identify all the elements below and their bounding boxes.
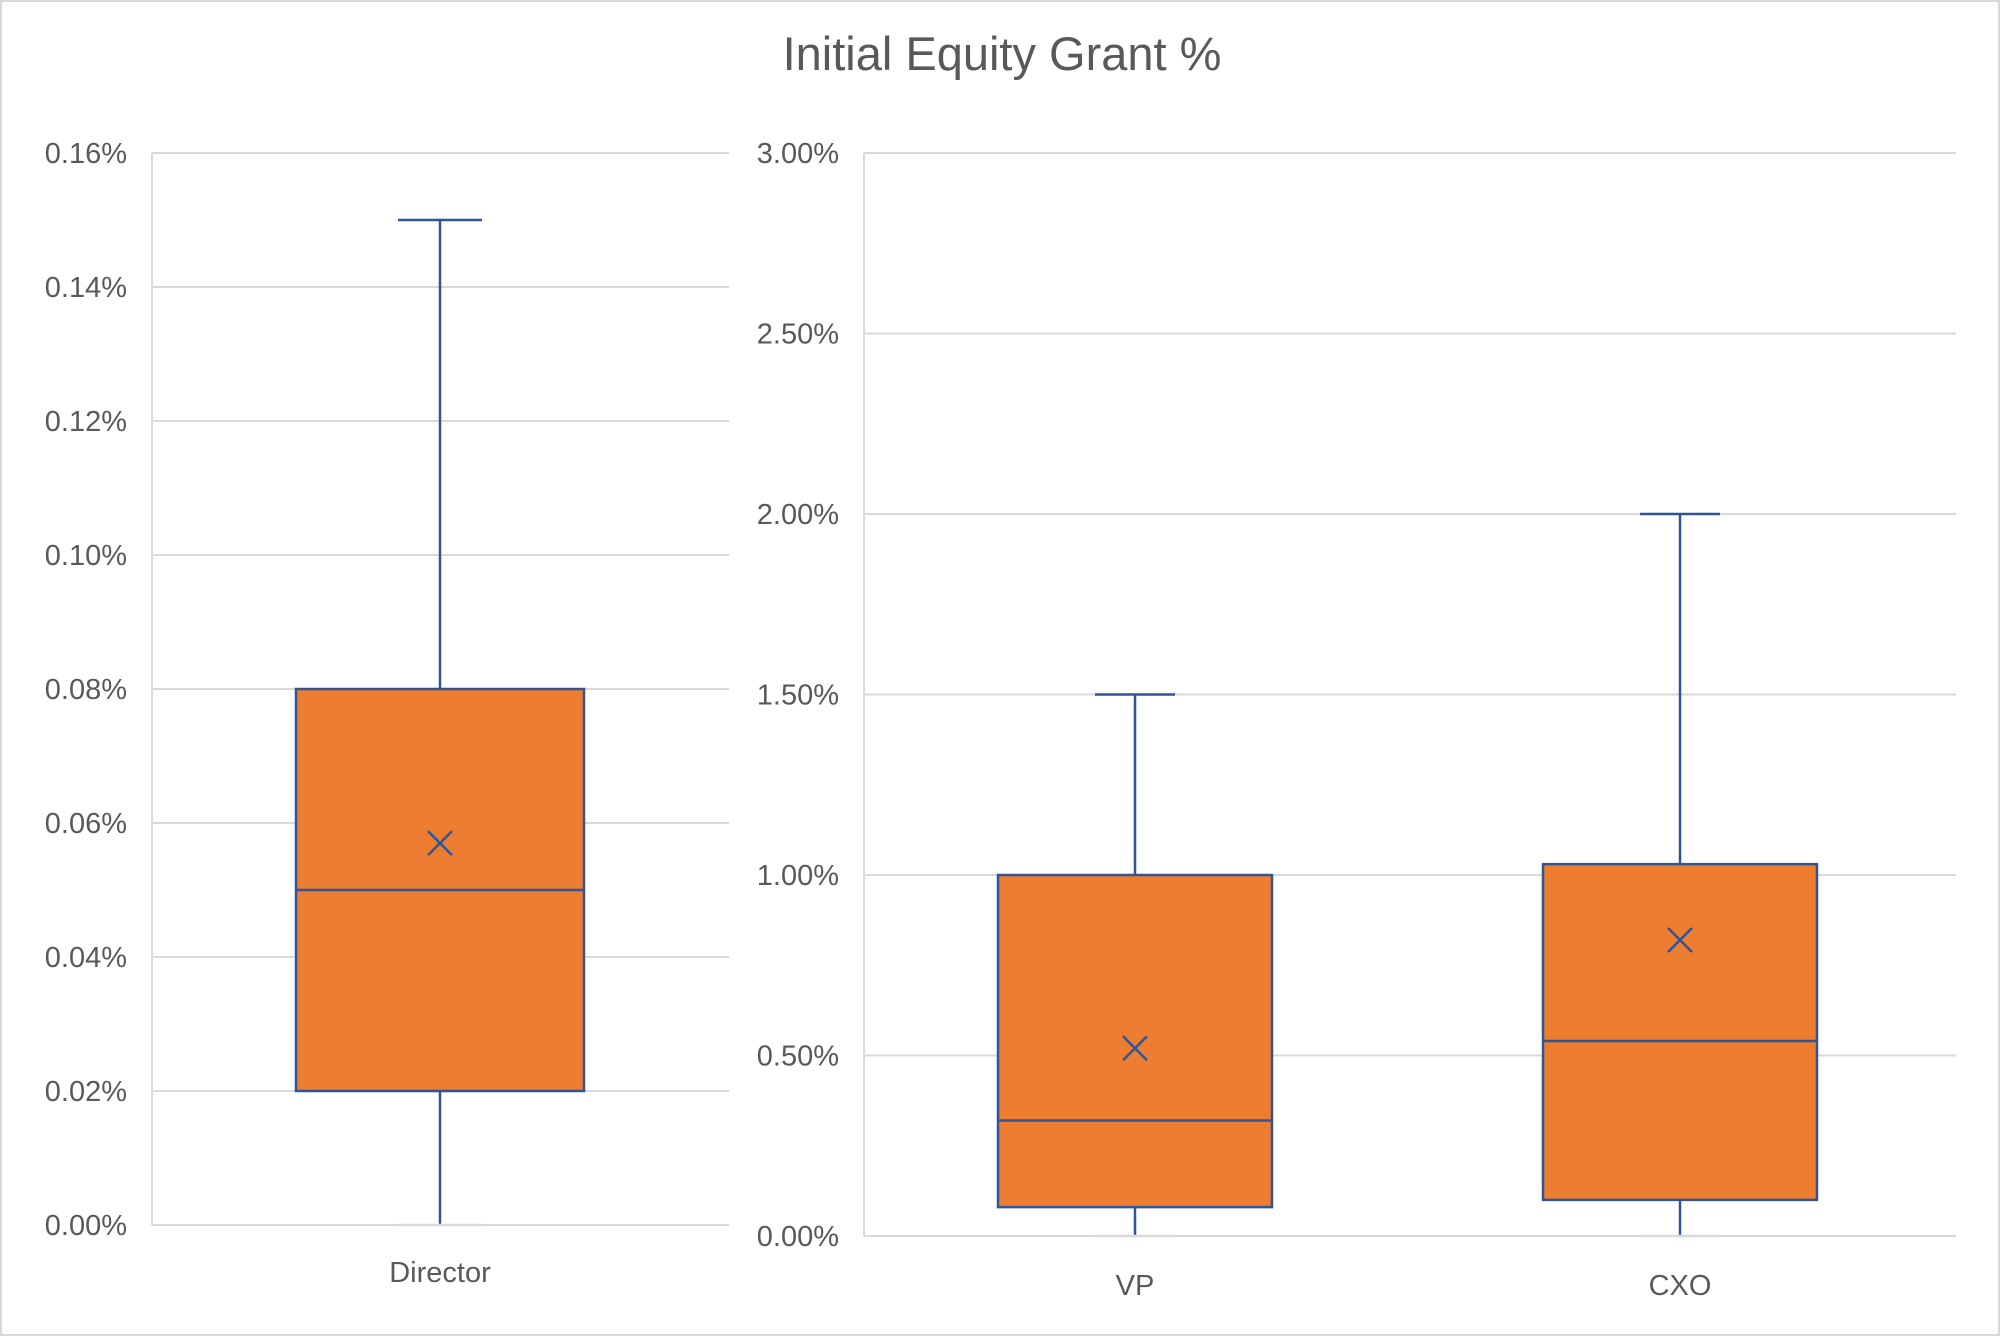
chart-panel-2: 0.00% 0.50% 1.00% 1.50% 2.00% 2.50% 3.00% VP CXO	[757, 138, 1956, 1302]
y-tick-label: 0.00%	[757, 1221, 839, 1253]
y-tick-label: 0.00%	[45, 1210, 127, 1242]
iqr-box	[1541, 862, 1819, 1202]
y-tick-label: 0.02%	[45, 1076, 127, 1108]
y-tick-label: 0.04%	[45, 942, 127, 974]
mean-marker	[427, 830, 453, 856]
chart-title: Initial Equity Grant %	[782, 27, 1222, 80]
category-label: CXO	[1649, 1270, 1712, 1302]
y-tick-label: 0.14%	[45, 272, 127, 304]
category-label: VP	[1116, 1270, 1155, 1302]
y-tick-label: 1.00%	[757, 860, 839, 892]
chart-panel-1: 0.00% 0.02% 0.04% 0.06% 0.08% 0.10% 0.12% 0.14%…	[45, 138, 729, 1289]
y-tick-label: 0.16%	[45, 138, 127, 170]
box-director	[294, 218, 586, 1227]
y-tick-label: 2.50%	[757, 319, 839, 351]
y-tick-label: 3.00%	[757, 138, 839, 170]
box-vp	[996, 693, 1274, 1238]
y-tick-label: 0.08%	[45, 674, 127, 706]
iqr-box	[996, 873, 1274, 1209]
mean-marker	[1122, 1035, 1148, 1062]
mean-marker	[1667, 927, 1693, 953]
box-cxo	[1541, 512, 1819, 1238]
y-tick-label: 0.12%	[45, 406, 127, 438]
y-tick-label: 0.50%	[757, 1041, 839, 1073]
y-tick-label: 2.00%	[757, 499, 839, 531]
y-tick-label: 0.06%	[45, 808, 127, 840]
y-tick-label: 0.10%	[45, 540, 127, 572]
y-tick-label: 1.50%	[757, 680, 839, 712]
category-label: Director	[389, 1257, 491, 1289]
